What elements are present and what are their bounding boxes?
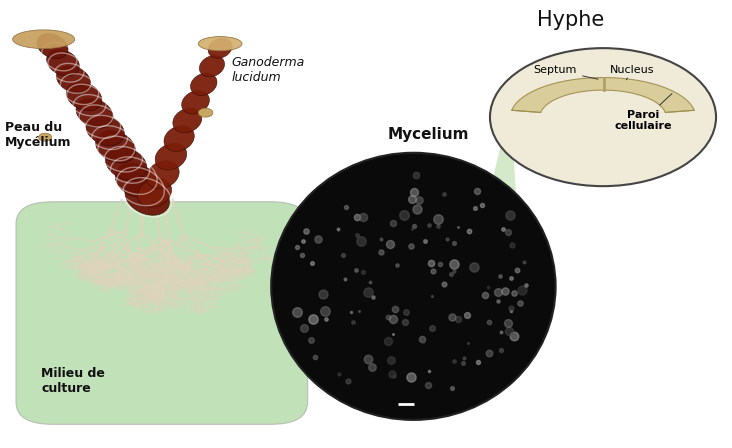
Polygon shape [485,96,520,260]
Text: Milieu de
culture: Milieu de culture [42,367,105,396]
Text: Peau du
Mycélium: Peau du Mycélium [5,121,72,149]
Ellipse shape [125,179,170,215]
Text: Nucleus: Nucleus [610,65,655,80]
Text: Mycelium: Mycelium [387,127,468,142]
Ellipse shape [12,30,75,48]
Ellipse shape [76,98,113,128]
Circle shape [490,48,716,186]
Text: Hyphe: Hyphe [537,10,605,30]
Ellipse shape [208,38,232,58]
Ellipse shape [105,147,147,181]
Ellipse shape [173,108,202,133]
Ellipse shape [182,90,209,114]
Ellipse shape [198,37,242,51]
Ellipse shape [115,163,158,198]
Ellipse shape [56,66,91,93]
Circle shape [39,133,52,141]
Ellipse shape [47,50,79,76]
Ellipse shape [190,73,217,95]
Polygon shape [512,78,694,112]
Text: Paroi
cellulaire: Paroi cellulaire [614,94,672,131]
Text: Ganoderma
lucidum: Ganoderma lucidum [231,56,305,84]
FancyBboxPatch shape [16,202,307,424]
Ellipse shape [138,178,171,207]
Ellipse shape [86,114,124,146]
Ellipse shape [271,153,556,420]
Ellipse shape [37,33,68,59]
Circle shape [198,108,213,117]
Text: Septum: Septum [534,65,598,79]
Ellipse shape [66,82,102,111]
Ellipse shape [96,131,135,163]
Ellipse shape [164,126,194,151]
Ellipse shape [155,143,187,170]
Ellipse shape [146,161,179,189]
Ellipse shape [199,56,225,77]
